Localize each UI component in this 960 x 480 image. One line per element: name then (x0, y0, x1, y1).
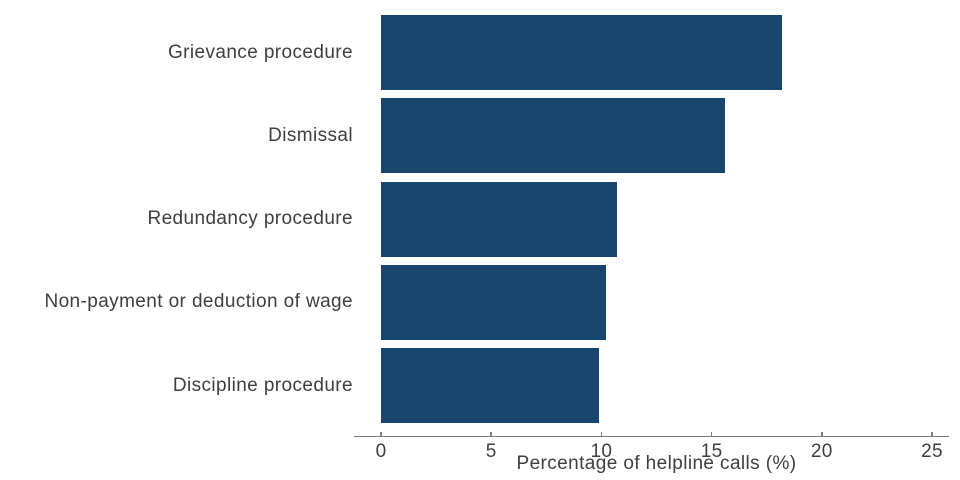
x-tick-5 (490, 432, 492, 437)
bar-0 (381, 15, 783, 90)
x-tick-0 (380, 432, 382, 437)
category-label-1: Dismissal (268, 124, 353, 146)
x-axis-line (354, 436, 949, 437)
x-tick-25 (931, 432, 933, 437)
bar-2 (381, 181, 617, 257)
x-tick-label-10: 10 (590, 441, 613, 462)
bar-3 (381, 264, 606, 340)
x-tick-label-25: 25 (921, 441, 943, 462)
bar-1 (381, 98, 725, 174)
x-tick-10 (600, 432, 603, 437)
category-label-4: Discipline procedure (172, 374, 353, 396)
category-label-0: Grievance procedure (167, 41, 353, 63)
category-label-3: Non-payment or deduction of wage (44, 291, 353, 313)
x-tick-label-0: 0 (375, 441, 387, 462)
x-axis-title: Percentage of helpline calls (%) (516, 453, 797, 474)
x-tick-label-5: 5 (485, 441, 497, 462)
bar-4 (381, 348, 600, 424)
x-tick-label-15: 15 (700, 441, 723, 462)
category-label-2: Redundancy procedure (147, 208, 353, 230)
x-tick-15 (710, 432, 713, 437)
x-tick-label-20: 20 (810, 441, 833, 462)
x-tick-20 (821, 432, 823, 437)
